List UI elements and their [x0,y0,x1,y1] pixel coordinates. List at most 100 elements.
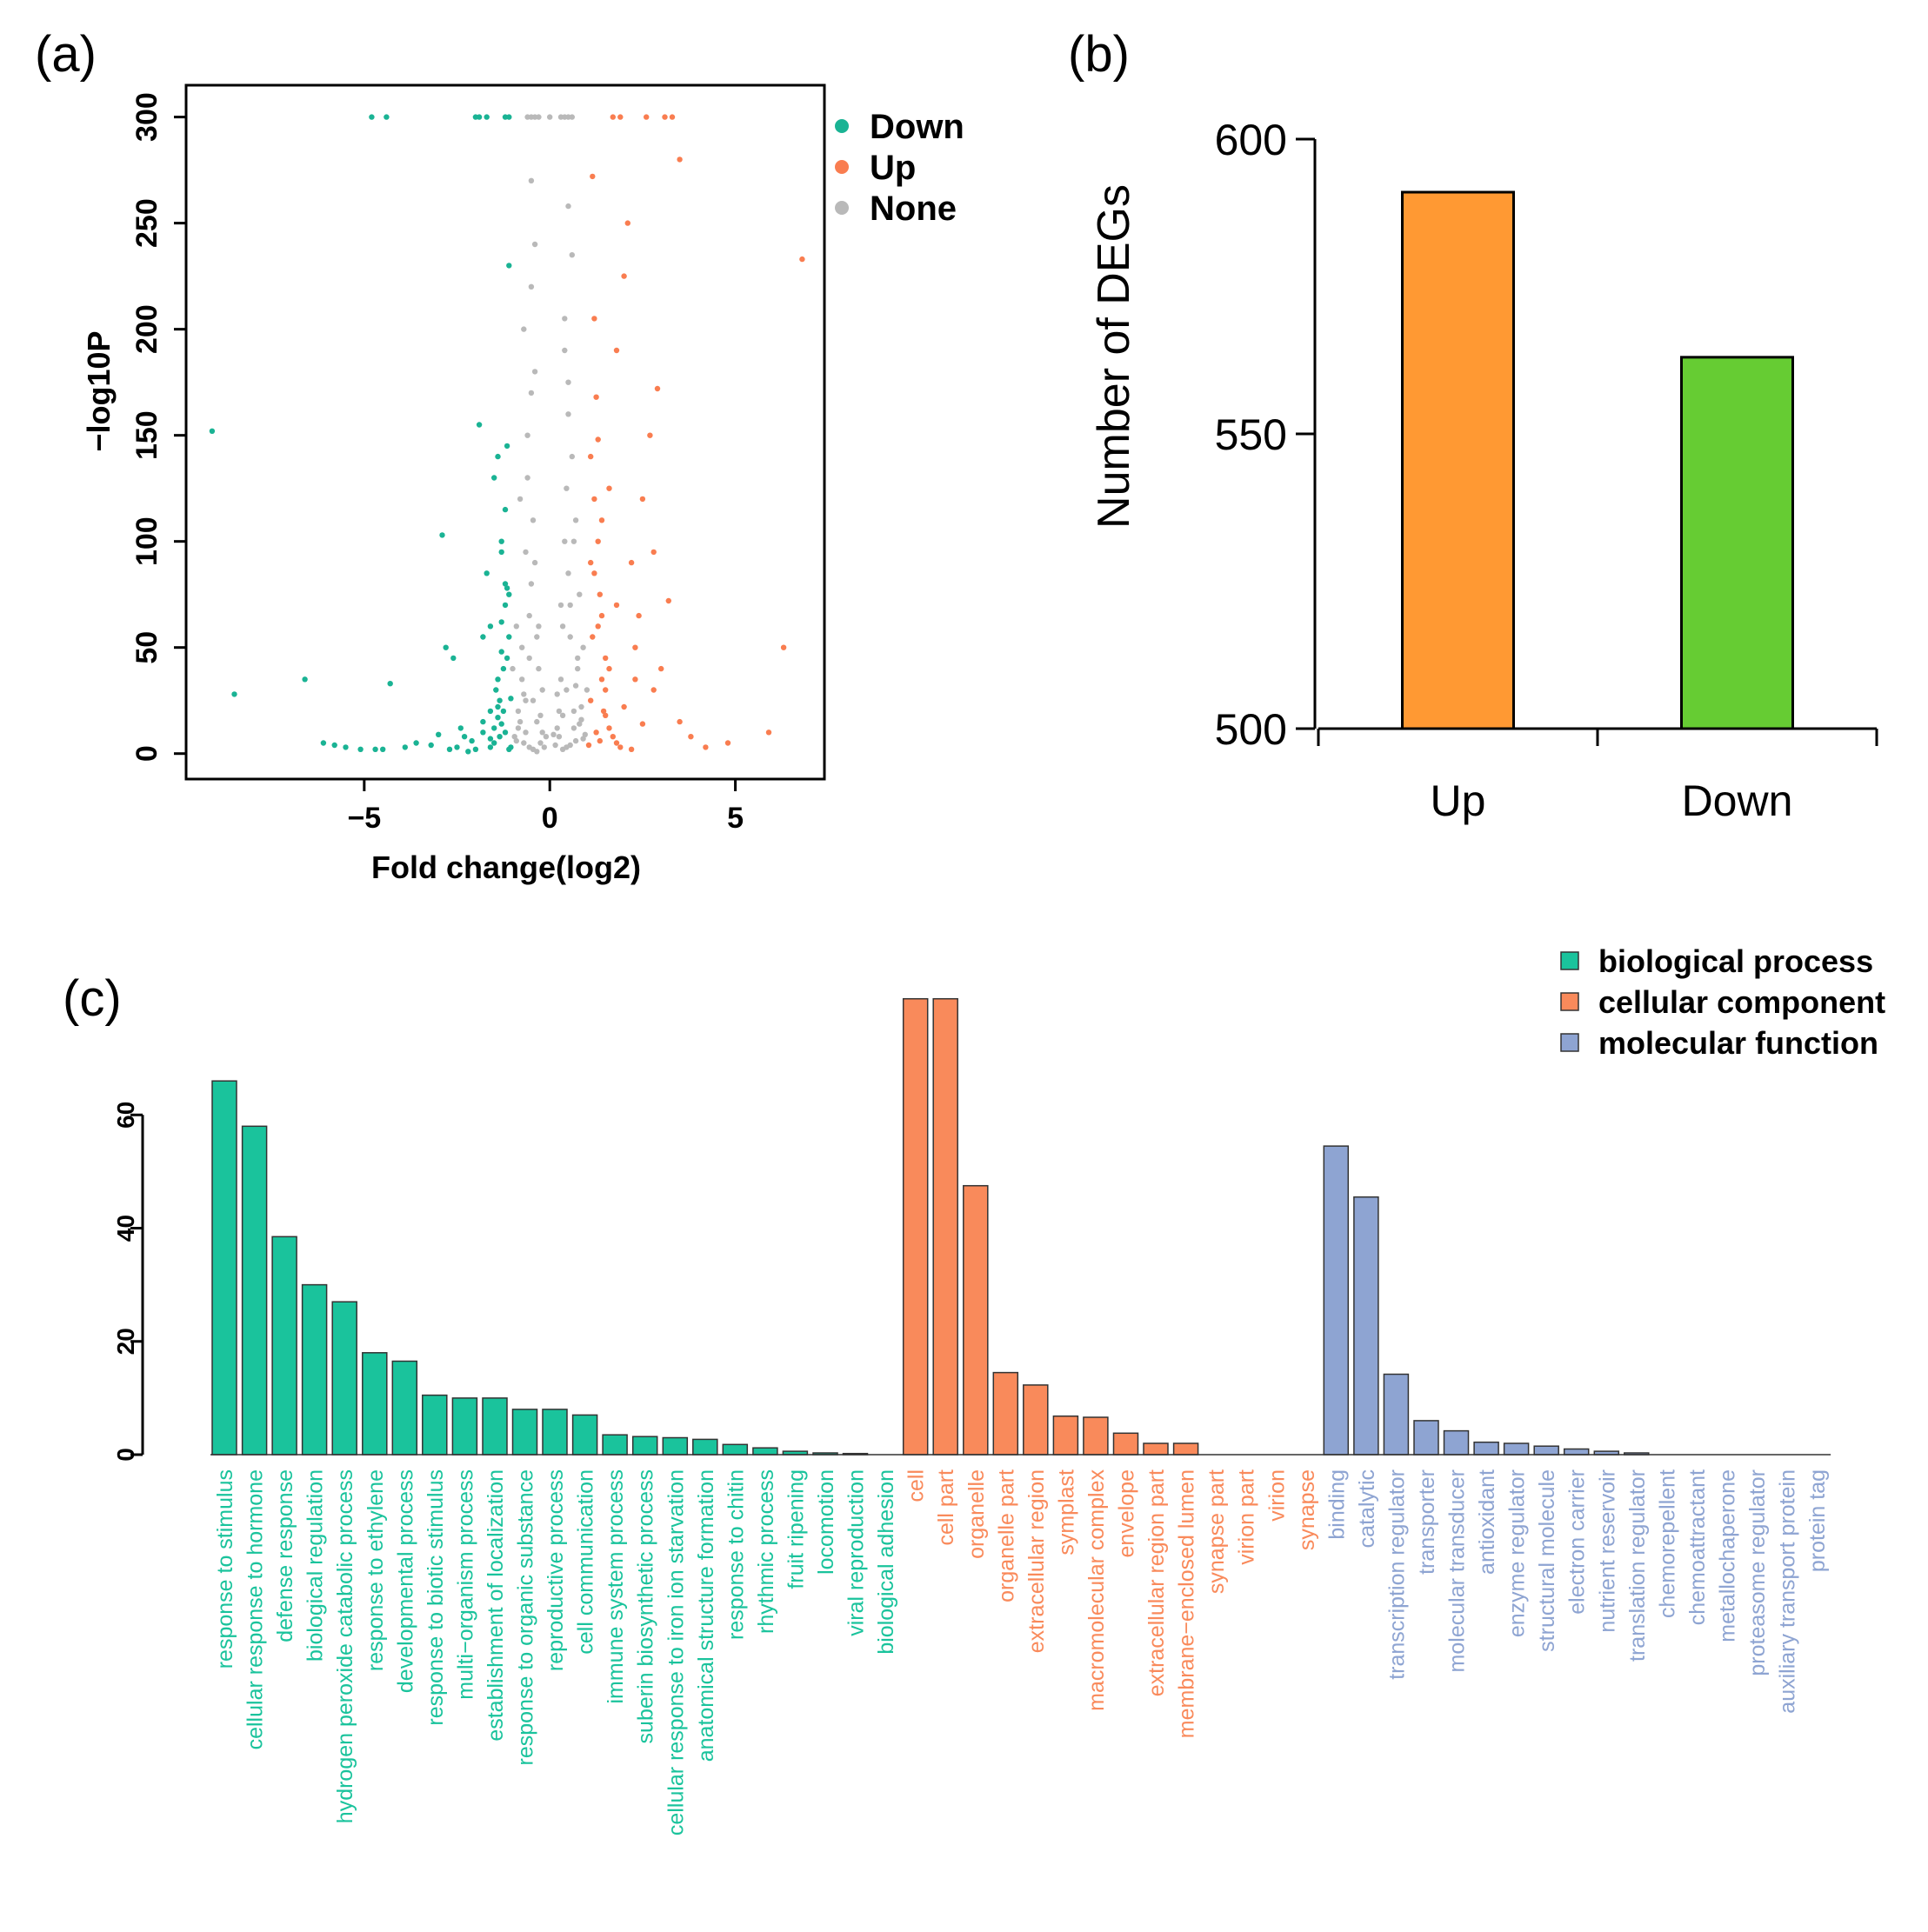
volcano-point-down [357,746,364,752]
go-category-label: hydrogen peroxide catabolic process [333,1469,357,1823]
go-category-label: synapse [1295,1469,1319,1550]
go-bar [1172,1442,1199,1456]
volcano-point-down [498,549,504,556]
volcano-point-up [677,157,683,163]
go-y-tick-label: 0 [112,1448,139,1462]
volcano-point-down [493,687,499,693]
volcano-point-up [595,436,601,443]
volcano-point-up [677,718,683,725]
volcano-point-none [582,731,588,737]
volcano-point-down [500,665,507,672]
volcano-point-up [654,385,661,392]
volcano-point-none [523,729,529,736]
volcano-point-none [510,665,516,672]
go-category-label: virion [1264,1469,1289,1522]
go-bar [301,1283,328,1456]
volcano-point-none [577,721,583,727]
go-category-label: rhythmic process [754,1469,778,1634]
volcano-point-none [554,691,560,697]
volcano-point-down [387,681,393,687]
go-category-label: macromolecular complex [1084,1469,1109,1711]
go-bar [1112,1432,1139,1456]
volcano-point-none [570,708,577,715]
volcano-point-up [593,394,599,400]
volcano-point-none [526,655,532,662]
volcano-legend-label: Down [870,108,964,146]
volcano-point-down [465,749,471,755]
volcano-point-none [554,725,560,731]
go-legend-swatch [1560,951,1579,970]
go-category-label: developmental process [393,1469,417,1693]
volcano-point-down [331,742,337,749]
volcano-point-up [621,273,627,279]
volcano-point-none [569,252,575,258]
volcano-y-tick-label: 100 [130,516,163,566]
go-category-label: suberin biosynthetic process [634,1469,658,1743]
volcano-point-up [591,570,597,576]
go-category-label: establishment of localization [484,1469,508,1742]
deg-y-tick-label: 550 [1215,410,1287,459]
volcano-point-up [595,623,601,630]
volcano-point-down [443,644,449,650]
volcano-point-down [302,676,308,683]
volcano-point-none [517,496,524,503]
volcano-point-up [765,729,772,736]
volcano-point-down [343,744,349,750]
go-category-label: response to chitin [724,1469,748,1640]
volcano-point-none [580,644,586,650]
volcano-point-none [547,114,553,120]
volcano-point-up [590,173,596,180]
volcano-point-none [569,114,575,120]
volcano-point-down [498,619,504,625]
volcano-y-ticks: 0 50 100 150 200 250 300 [130,92,186,762]
volcano-point-up [624,220,630,226]
volcano-x-axis-label: Fold change(log2) [371,849,641,885]
deg-y-axis: 500 550 600 [1215,116,1317,754]
volcano-point-none [567,602,573,609]
volcano-point-up [799,256,805,263]
volcano-point-none [584,687,590,693]
volcano-point-none [562,347,568,354]
volcano-point-none [515,708,522,715]
volcano-point-none [572,517,579,523]
go-bar [362,1352,388,1456]
volcano-point-down [504,443,510,450]
go-category-label: translation regulator [1625,1469,1650,1662]
volcano-point-up [598,517,605,523]
volcano-point-none [515,725,522,731]
volcano-point-up [603,712,609,718]
volcano-point-down [502,602,509,609]
volcano-point-down [491,725,497,731]
volcano-point-down [506,263,512,269]
volcano-point-none [537,740,544,746]
panel-c-label: (c) [63,970,122,1027]
go-category-label: immune system process [604,1469,628,1704]
go-category-label: structural molecule [1535,1469,1559,1652]
volcano-point-down [502,506,509,513]
go-bar [1563,1448,1590,1456]
go-category-label: response to stimulus [213,1469,237,1669]
deg-y-tick-label: 500 [1215,705,1287,754]
go-category-label: enzyme regulator [1505,1469,1530,1637]
volcano-point-none [575,665,581,672]
volcano-point-none [519,676,525,683]
go-category-label: protein tag [1805,1469,1830,1572]
volcano-point-up [658,665,664,672]
go-category-label: binding [1324,1469,1349,1540]
go-category-label: synapse part [1204,1469,1229,1594]
go-category-label: envelope [1115,1469,1139,1557]
volcano-point-none [524,432,530,438]
volcano-point-up [591,316,597,322]
volcano-point-none [536,623,542,630]
go-bar [511,1409,538,1456]
go-category-label: biological adhesion [874,1469,898,1655]
go-category-label: multi−organism process [453,1469,477,1700]
go-category-labels: response to stimulus cellular response to… [213,1469,1830,1836]
go-bar [1413,1420,1439,1456]
volcano-point-none [570,725,577,731]
volcano-point-none [565,203,571,210]
volcano-x-tick-label: 0 [542,802,558,835]
volcano-point-down [480,729,486,736]
volcano-point-none [580,736,586,742]
volcano-point-none [536,665,542,672]
